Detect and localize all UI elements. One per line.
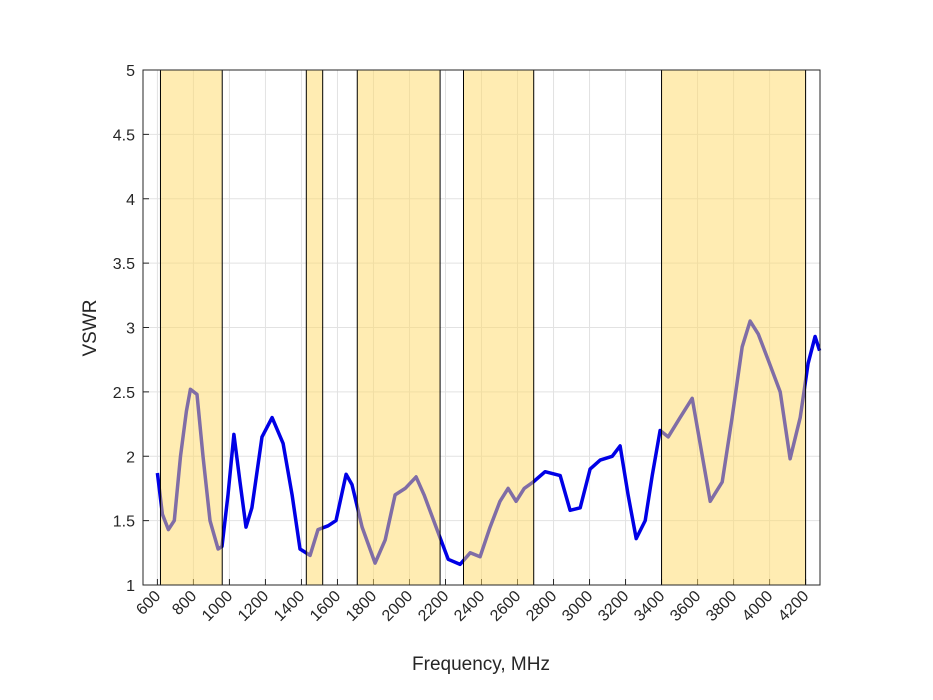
- x-tick-label: 3400: [631, 588, 668, 625]
- y-tick-label: 4.5: [113, 127, 135, 144]
- x-tick-label: 4000: [739, 588, 776, 625]
- x-tick-label: 1400: [271, 588, 308, 625]
- x-tick-label: 2000: [379, 588, 416, 625]
- shaded-band: [356, 69, 441, 586]
- y-tick-label: 4: [126, 192, 135, 209]
- x-tick-label: 2800: [523, 588, 560, 625]
- shaded-band: [159, 69, 223, 586]
- x-tick-label: 600: [133, 588, 164, 619]
- x-tick-label: 2400: [451, 588, 488, 625]
- shaded-band: [661, 69, 807, 586]
- x-tick-label: 1000: [199, 588, 236, 625]
- y-tick-label: 5: [126, 63, 135, 80]
- x-tick-label: 800: [169, 588, 200, 619]
- axes-box: [142, 69, 821, 586]
- x-tick-label: 2200: [415, 588, 452, 625]
- x-tick-label: 3200: [595, 588, 632, 625]
- x-tick-label: 4200: [775, 588, 812, 625]
- y-tick-label: 1.5: [113, 514, 135, 531]
- x-tick-label: 1600: [307, 588, 344, 625]
- x-tick-label: 1200: [235, 588, 272, 625]
- x-tick-label: 3800: [703, 588, 740, 625]
- y-tick-label: 1: [126, 578, 135, 595]
- x-tick-label: 1800: [343, 588, 380, 625]
- y-tick-label: 3.5: [113, 256, 135, 273]
- y-tick-label: 2.5: [113, 385, 135, 402]
- shaded-band: [305, 69, 324, 586]
- x-tick-label: 2600: [487, 588, 524, 625]
- y-tick-label: 3: [126, 321, 135, 338]
- y-tick-label: 2: [126, 449, 135, 466]
- x-axis-label: Frequency, MHz: [412, 654, 550, 675]
- shaded-band: [462, 69, 535, 586]
- x-tick-label: 3600: [667, 588, 704, 625]
- x-tick-label: 3000: [559, 588, 596, 625]
- y-axis-label: VSWR: [80, 300, 101, 357]
